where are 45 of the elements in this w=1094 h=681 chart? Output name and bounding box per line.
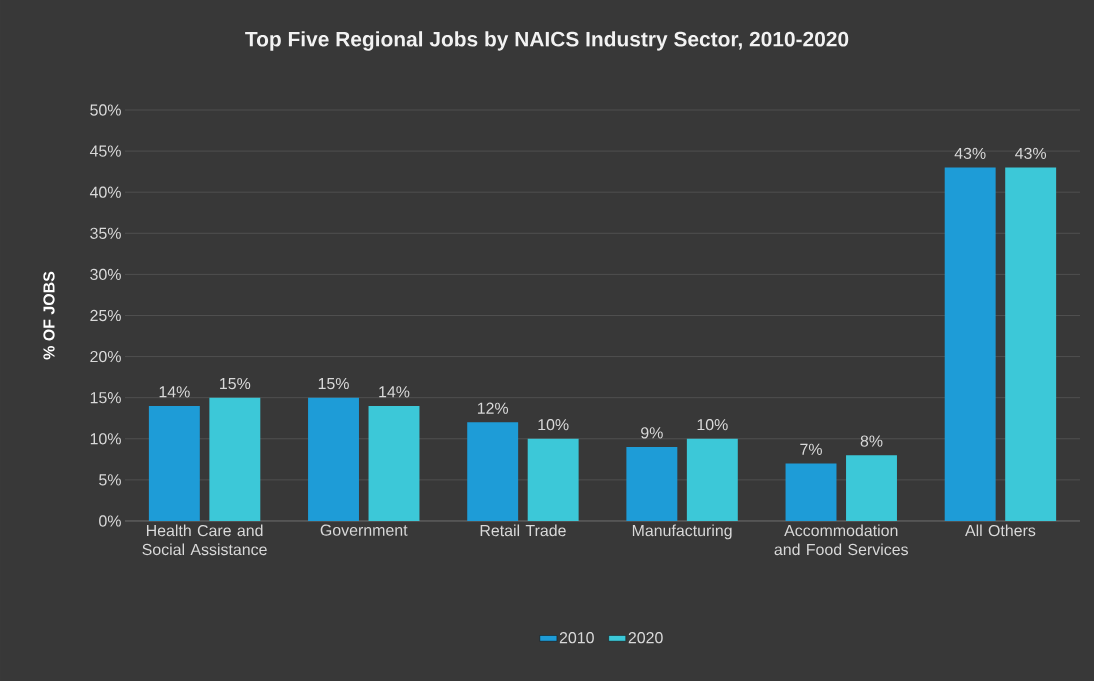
y-tick-label: 25% [90, 309, 121, 322]
bar [1005, 167, 1057, 521]
bar [944, 167, 996, 521]
y-tick-label: 45% [89, 145, 121, 157]
bar [209, 397, 261, 521]
y-tick-label: 30% [90, 268, 121, 281]
legend-label: 2020 [628, 632, 663, 644]
x-tick-label: Manufacturing [632, 524, 732, 540]
x-tick-label: All Others [965, 524, 1036, 537]
y-tick-label: 15% [90, 392, 121, 404]
y-tick-label: 0% [99, 515, 121, 527]
x-tick-label: Retail Trade [480, 524, 566, 537]
x-tick-label: Health Care and Social Assistance [142, 524, 267, 556]
bar [686, 438, 738, 521]
chart-title: Top Five Regional Jobs by NAICS Industry Sector, 2010-2020 [245, 31, 849, 51]
data-label: 15% [220, 377, 251, 390]
bar [846, 455, 897, 521]
data-label: 8% [860, 435, 883, 447]
data-label: 9% [641, 427, 663, 439]
bar [527, 438, 579, 521]
data-label: 15% [318, 377, 349, 390]
bar [467, 422, 519, 521]
bar [308, 397, 359, 521]
bar [785, 463, 837, 521]
data-label: 43% [954, 147, 986, 160]
legend-label: 2010 [559, 632, 594, 644]
data-label: 7% [800, 443, 822, 455]
x-tick-label: Government [320, 524, 408, 536]
bar [368, 405, 420, 521]
y-tick-label: 50% [90, 104, 121, 116]
data-label: 10% [538, 418, 569, 431]
y-tick-label: 10% [90, 433, 121, 445]
y-tick-label: 40% [89, 186, 121, 198]
data-label: 43% [1015, 147, 1047, 160]
bar [626, 447, 678, 521]
x-tick-label: Accommodation and Food Services [774, 524, 908, 556]
data-label: 12% [477, 402, 509, 414]
y-tick-label: 35% [90, 227, 121, 239]
y-tick-label: 20% [90, 350, 121, 363]
y-tick-label: 5% [99, 474, 121, 486]
data-label: 10% [697, 418, 728, 431]
data-label: 14% [159, 386, 190, 398]
data-label: 14% [379, 386, 410, 398]
bar [148, 405, 200, 521]
y-axis-title: % OF JOBS [43, 271, 55, 360]
